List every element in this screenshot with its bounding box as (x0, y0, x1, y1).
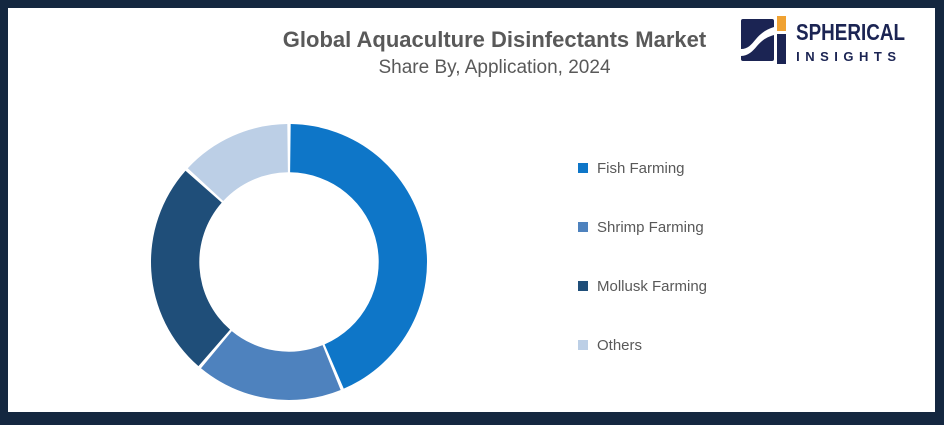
donut-segment-mollusk-farming (151, 170, 231, 367)
brand-name-secondary: INSIGHTS (796, 49, 902, 64)
legend-item-mollusk-farming: Mollusk Farming (578, 276, 707, 296)
chart-subtitle: Share By, Application, 2024 (378, 56, 611, 78)
legend-label: Others (597, 336, 643, 354)
brand-logo: SPHERICAL INSIGHTS (741, 16, 929, 64)
legend-label: Mollusk Farming (597, 277, 708, 295)
legend-marker (578, 222, 588, 232)
chart-canvas: Global Aquaculture Disinfectants Market … (8, 8, 935, 412)
legend-item-shrimp-farming: Shrimp Farming (578, 217, 707, 237)
legend-item-fish-farming: Fish Farming (578, 158, 707, 178)
legend-label: Shrimp Farming (597, 218, 704, 236)
brand-name-primary: SPHERICAL (796, 19, 906, 45)
legend-marker (578, 340, 588, 350)
chart-legend: Fish Farming Shrimp Farming Mollusk Farmin… (578, 158, 707, 394)
legend-marker (578, 163, 588, 173)
chart-header: Global Aquaculture Disinfectants Market … (54, 26, 935, 80)
legend-label: Fish Farming (597, 159, 685, 177)
donut-segment-fish-farming (290, 124, 428, 389)
donut-segment-others (187, 124, 288, 202)
brand-logo-text: SPHERICAL INSIGHTS (796, 19, 929, 64)
legend-item-others: Others (578, 335, 707, 355)
legend-marker (578, 281, 588, 291)
donut-chart (151, 124, 428, 400)
brand-logo-icon (741, 16, 787, 64)
chart-title: Global Aquaculture Disinfectants Market (282, 27, 707, 52)
donut-segment-shrimp-farming (201, 331, 341, 400)
